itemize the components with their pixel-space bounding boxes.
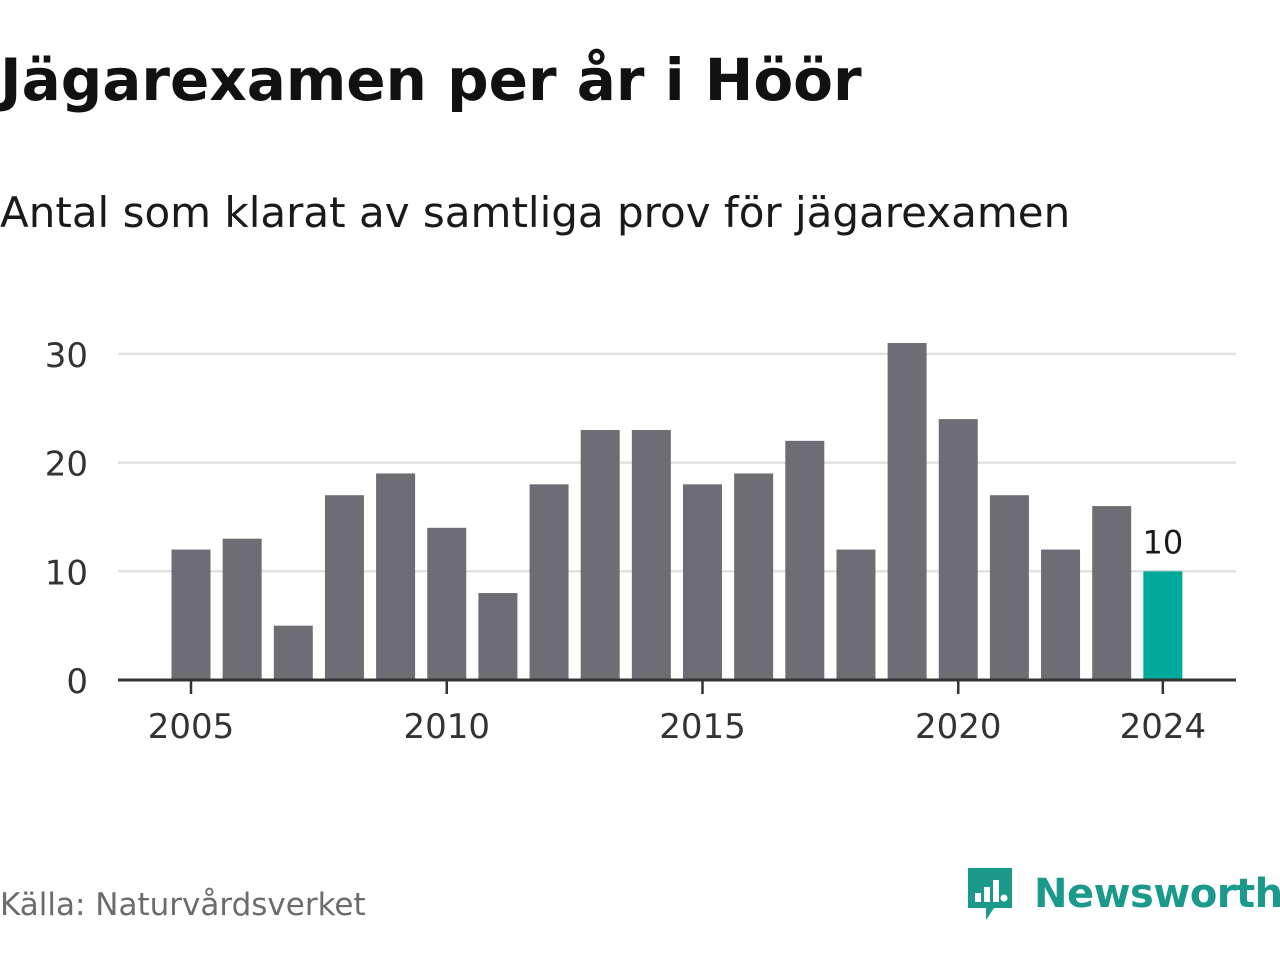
y-tick-label: 20 [45,445,88,485]
x-tick-label: 2010 [403,707,490,747]
bar [273,625,313,680]
y-tick-label: 30 [45,336,88,376]
bar [989,495,1029,680]
bar [580,429,620,680]
bar [324,495,364,680]
x-tick-label: 2020 [915,707,1002,747]
brand-name: Newsworthy [1034,871,1280,917]
bar [1041,549,1081,680]
x-tick-label: 2024 [1120,707,1207,747]
y-tick-label: 10 [45,553,88,593]
bar [785,440,825,680]
bar [631,429,671,680]
chart-subtitle: Antal som klarat av samtliga prov för jä… [0,188,1071,237]
bar [1092,506,1132,680]
bar [836,549,876,680]
bar [376,473,416,680]
bar [938,419,978,680]
bar [529,484,569,680]
bar [427,527,467,680]
bar [222,538,262,680]
brand-logo: Newsworthy [964,862,1280,926]
data-label: 10 [1142,523,1183,561]
x-tick-label: 2005 [148,707,235,747]
bar [734,473,774,680]
x-tick-label: 2015 [659,707,746,747]
chart-title: Jägarexamen per år i Höör [0,46,862,114]
source-note: Källa: Naturvårdsverket [0,887,366,923]
newsworthy-logo-icon [968,868,1012,920]
bar [683,484,722,680]
bar [171,549,211,680]
bar [478,593,518,680]
bar-highlight [1143,571,1183,680]
y-tick-label: 0 [66,662,88,702]
bar [887,343,927,680]
